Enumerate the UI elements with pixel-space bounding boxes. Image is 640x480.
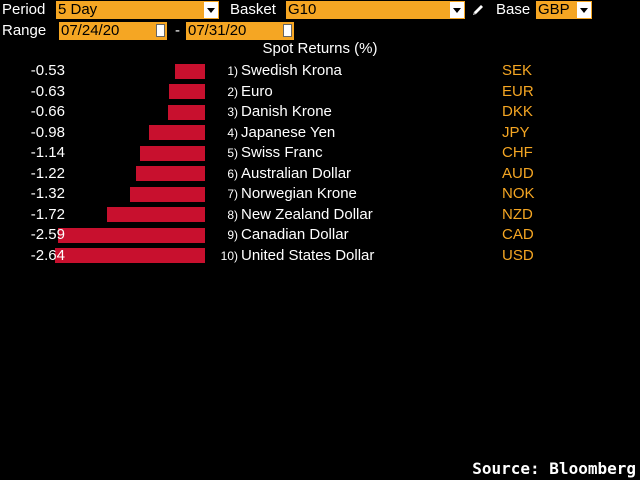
currency-name: Euro <box>241 82 273 100</box>
currency-code: DKK <box>502 103 533 120</box>
range-label: Range <box>2 22 47 39</box>
bar-mark <box>140 145 205 161</box>
bar-mark <box>55 248 205 263</box>
bar-mark <box>169 84 205 99</box>
calendar-icon[interactable] <box>156 24 165 37</box>
bar-mark <box>107 207 205 222</box>
bar-mark <box>167 104 205 120</box>
basket-select[interactable]: G10 <box>286 1 465 19</box>
currency-code: NOK <box>502 185 535 202</box>
value-label: -2.64 <box>30 246 65 264</box>
currency-code: EUR <box>502 82 534 100</box>
currency-name: Swiss Franc <box>241 144 323 161</box>
rank-label: 10) <box>220 248 238 263</box>
rank-label: 2) <box>227 84 238 99</box>
bar-mark <box>130 186 205 202</box>
currency-name: Australian Dollar <box>241 164 352 182</box>
currency-name: New Zealand Dollar <box>241 205 373 223</box>
currency-code: CAD <box>502 226 534 243</box>
value-label: -0.66 <box>30 103 65 120</box>
rank-label: 6) <box>227 166 238 181</box>
basket-label: Basket <box>230 1 276 18</box>
source-label: Source: Bloomberg <box>472 459 636 478</box>
range-end-value: 07/31/20 <box>188 22 247 39</box>
base-value: GBP <box>538 1 570 18</box>
rank-label: 7) <box>227 187 238 201</box>
bar-mark <box>57 227 205 243</box>
currency-name: Canadian Dollar <box>241 226 349 243</box>
currency-code: AUD <box>502 164 534 182</box>
value-label: -1.32 <box>30 185 65 202</box>
rank-label: 8) <box>227 207 238 222</box>
range-start-field[interactable]: 07/24/20 <box>59 22 167 40</box>
bar-mark <box>135 166 205 181</box>
rank-label: 5) <box>227 146 238 160</box>
chevron-down-icon[interactable] <box>577 2 591 18</box>
base-label: Base <box>496 1 531 18</box>
currency-code: JPY <box>502 123 530 141</box>
currency-name: United States Dollar <box>241 246 375 264</box>
value-label: -2.59 <box>30 226 65 243</box>
bar-mark <box>174 63 205 79</box>
value-label: -0.53 <box>30 62 65 79</box>
rank-label: 9) <box>227 228 238 242</box>
rank-label: 1) <box>227 64 238 78</box>
calendar-icon[interactable] <box>283 24 292 37</box>
currency-code: SEK <box>502 62 533 79</box>
value-label: -1.72 <box>30 205 65 223</box>
currency-code: USD <box>502 246 534 264</box>
period-label: Period <box>2 1 46 18</box>
range-end-field[interactable]: 07/31/20 <box>186 22 294 40</box>
chevron-down-icon[interactable] <box>450 2 464 18</box>
chart-title: Spot Returns (%) <box>262 40 378 57</box>
currency-code: CHF <box>502 144 533 161</box>
pencil-icon[interactable] <box>470 2 486 23</box>
bar-mark <box>149 125 205 140</box>
currency-name: Japanese Yen <box>241 123 336 141</box>
currency-name: Swedish Krona <box>241 62 342 79</box>
range-start-value: 07/24/20 <box>61 22 120 39</box>
value-label: -1.22 <box>30 164 65 182</box>
currency-name: Norwegian Krone <box>241 185 357 202</box>
value-label: -0.98 <box>30 123 65 141</box>
currency-code: NZD <box>502 205 533 223</box>
currency-name: Danish Krone <box>241 103 332 120</box>
period-value: 5 Day <box>58 1 98 18</box>
value-label: -0.63 <box>30 82 65 100</box>
rank-label: 4) <box>227 125 238 140</box>
value-label: -1.14 <box>30 144 65 161</box>
base-select[interactable]: GBP <box>536 1 592 19</box>
chevron-down-icon[interactable] <box>204 2 218 18</box>
rank-label: 3) <box>227 105 238 119</box>
period-select[interactable]: 5 Day <box>56 1 219 19</box>
range-separator: - <box>175 22 180 39</box>
basket-value: G10 <box>288 1 317 18</box>
